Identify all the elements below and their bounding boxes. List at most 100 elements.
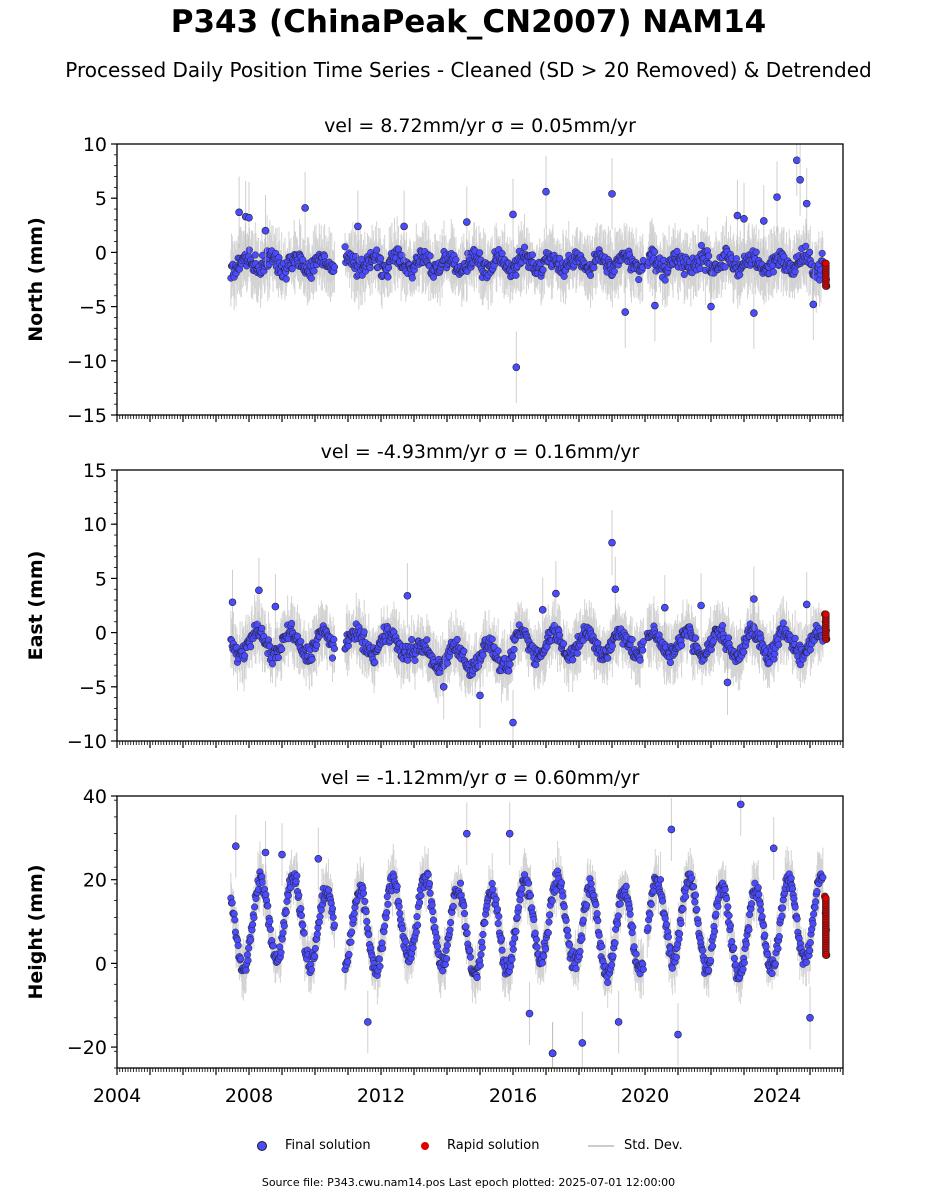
final-solution-point bbox=[750, 595, 758, 603]
final-solution-point bbox=[732, 255, 740, 263]
final-solution-point bbox=[521, 243, 529, 251]
panel-title: vel = 8.72mm/yr σ = 0.05mm/yr bbox=[324, 115, 636, 137]
final-solution-point bbox=[377, 254, 385, 263]
final-solution-point bbox=[278, 645, 286, 653]
final-solution-point bbox=[509, 718, 517, 727]
final-solution-point bbox=[366, 264, 374, 272]
final-solution-point bbox=[408, 274, 416, 282]
final-solution-point bbox=[400, 222, 408, 231]
final-solution-point bbox=[809, 300, 818, 309]
y-tick-label: 5 bbox=[95, 188, 107, 210]
final-solution-point bbox=[235, 208, 243, 217]
final-solution-point bbox=[228, 598, 237, 607]
final-solution-point bbox=[709, 637, 717, 645]
final-solution-point bbox=[542, 187, 550, 196]
final-solution-point bbox=[307, 274, 315, 282]
y-tick-label: 0 bbox=[95, 242, 107, 264]
y-tick-label: 15 bbox=[83, 460, 107, 482]
final-solution-point bbox=[313, 641, 321, 649]
final-solution-point bbox=[752, 248, 760, 256]
panel-1: −15 −10 −5 0 5 10 vel = 8.72mm/yr σ = 0.05mm/y… bbox=[25, 115, 844, 427]
final-solution-point bbox=[510, 645, 518, 653]
rapid-solution-series bbox=[821, 610, 831, 643]
final-solution-point bbox=[308, 655, 316, 664]
final-solution-point bbox=[509, 210, 517, 219]
y-tick-label: −10 bbox=[67, 351, 107, 373]
final-solution-point bbox=[740, 648, 748, 656]
final-solution-point bbox=[330, 263, 339, 271]
final-solution-point bbox=[608, 538, 616, 547]
final-solution-point bbox=[792, 156, 801, 165]
y-tick-label: 5 bbox=[95, 568, 107, 590]
final-solution-point bbox=[773, 193, 781, 201]
final-solution-point bbox=[282, 275, 290, 283]
final-solution-point bbox=[635, 275, 643, 284]
final-solution-point bbox=[354, 222, 362, 231]
final-solution-point bbox=[697, 241, 705, 249]
final-solution-point bbox=[691, 634, 700, 642]
final-solution-point bbox=[453, 635, 461, 643]
panel-2: −10 −5 0 5 10 15 vel = -4.93mm/yr σ = 0.16mm/y… bbox=[25, 441, 844, 753]
final-solution-point bbox=[512, 271, 520, 279]
final-solution-point bbox=[261, 226, 270, 235]
final-solution-point bbox=[765, 659, 773, 667]
final-solution-point bbox=[258, 624, 266, 632]
final-solution-point bbox=[299, 256, 307, 264]
final-solution-point bbox=[661, 276, 669, 284]
final-solution-point bbox=[385, 264, 393, 272]
y-tick-label: −15 bbox=[67, 405, 107, 427]
rapid-solution-point bbox=[822, 259, 830, 268]
final-solution-point bbox=[538, 606, 547, 614]
final-solution-point bbox=[506, 660, 514, 668]
final-solution-point bbox=[245, 213, 253, 222]
plot-area bbox=[227, 144, 831, 404]
final-solution-point bbox=[494, 647, 502, 655]
final-solution-point bbox=[697, 601, 705, 610]
final-solution-point bbox=[651, 248, 659, 256]
y-tick-label: −5 bbox=[79, 297, 107, 319]
final-solution-point bbox=[733, 211, 742, 220]
final-solution-point bbox=[608, 190, 616, 198]
final-solution-points bbox=[227, 619, 827, 680]
final-solution-point bbox=[705, 252, 713, 260]
final-solution-point bbox=[505, 667, 513, 675]
final-solution-point bbox=[759, 217, 768, 225]
final-solution-point bbox=[736, 271, 744, 279]
final-solution-point bbox=[569, 656, 577, 664]
final-solution-point bbox=[429, 273, 438, 281]
plot-area bbox=[227, 796, 831, 1068]
final-solution-point bbox=[802, 600, 811, 609]
final-solution-point bbox=[780, 253, 788, 261]
final-solution-point bbox=[479, 651, 487, 659]
final-solution-point bbox=[779, 619, 787, 627]
final-solution-point bbox=[330, 635, 338, 643]
final-solution-point bbox=[806, 646, 814, 654]
final-solution-point bbox=[660, 603, 669, 612]
figure-title: P343 (ChinaPeak_CN2007) NAM14 bbox=[170, 4, 767, 40]
final-solution-point bbox=[555, 254, 564, 262]
final-solution-point bbox=[816, 276, 824, 284]
final-solution-point bbox=[539, 266, 547, 274]
final-solution-point bbox=[426, 252, 434, 260]
final-solution-point bbox=[476, 691, 484, 700]
final-solution-point bbox=[750, 309, 758, 317]
final-solution-point bbox=[452, 256, 460, 264]
final-solution-point bbox=[241, 652, 249, 660]
final-solution-point bbox=[818, 249, 826, 257]
final-solution-point bbox=[610, 267, 618, 275]
final-solution-point bbox=[802, 199, 811, 208]
final-solution-point bbox=[341, 243, 349, 251]
final-solution-point bbox=[666, 659, 674, 667]
final-solution-point bbox=[247, 643, 255, 651]
final-solution-point bbox=[796, 175, 804, 184]
final-solution-point bbox=[509, 652, 517, 660]
y-tick-label: −10 bbox=[67, 731, 107, 753]
final-solution-point bbox=[371, 658, 379, 666]
y-tick-label: −5 bbox=[79, 677, 107, 699]
y-axis-label: East (mm) bbox=[25, 551, 47, 661]
final-solution-point bbox=[673, 247, 681, 255]
final-solution-point bbox=[719, 621, 727, 630]
final-solution-point bbox=[251, 251, 259, 259]
final-solution-point bbox=[806, 248, 814, 256]
